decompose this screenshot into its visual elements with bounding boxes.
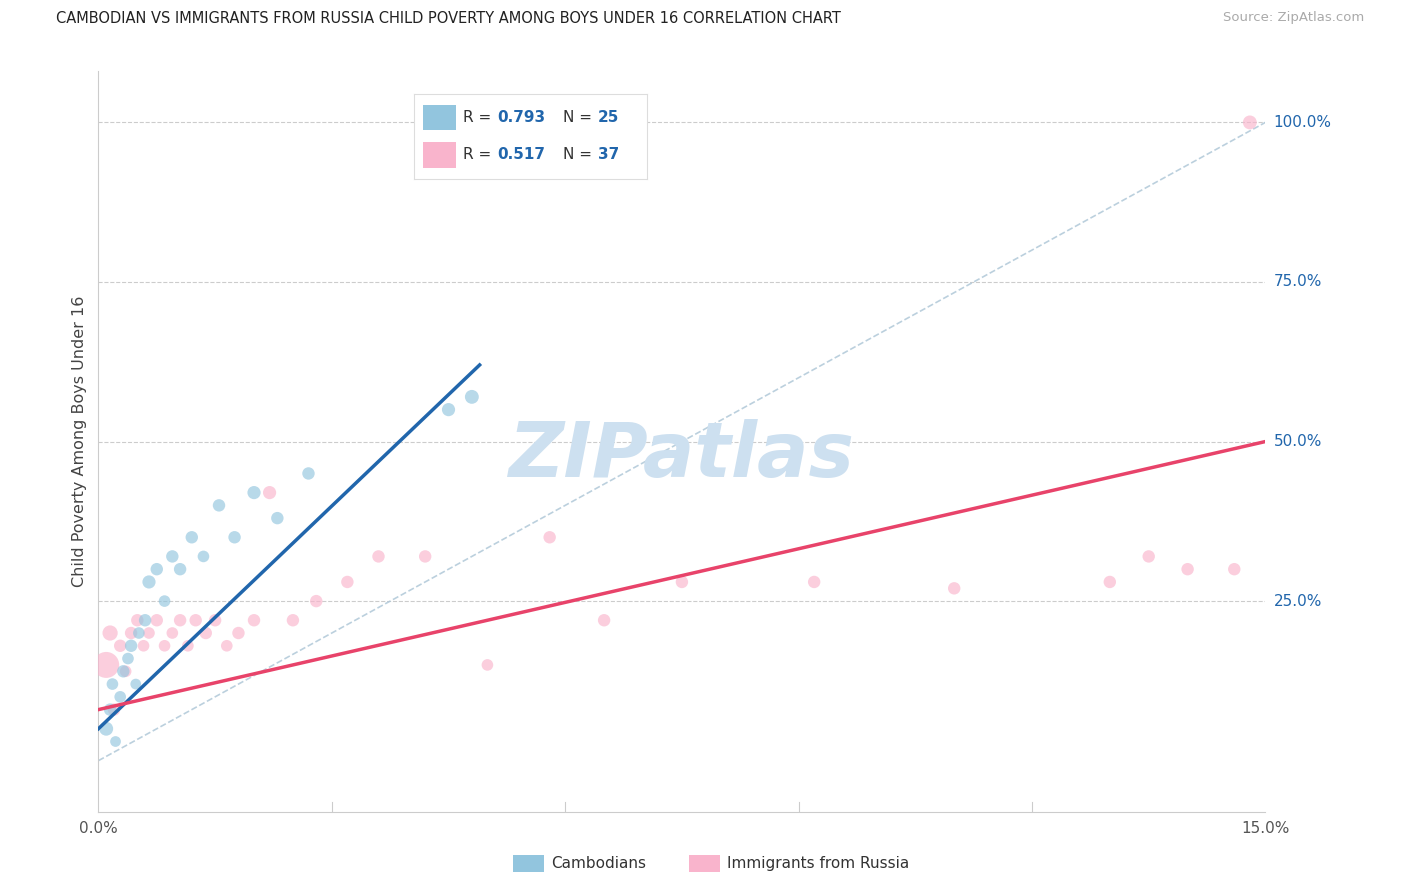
Point xyxy=(146,562,169,576)
Point xyxy=(208,499,231,513)
Point xyxy=(114,665,136,679)
Point xyxy=(1239,115,1261,129)
Point xyxy=(215,639,238,653)
Text: R =: R = xyxy=(463,110,496,125)
Point xyxy=(120,639,142,653)
Point xyxy=(538,530,561,544)
Point xyxy=(243,613,266,627)
Point xyxy=(103,703,125,717)
Point xyxy=(593,613,616,627)
Point xyxy=(671,574,693,589)
Point xyxy=(243,485,266,500)
Point xyxy=(146,613,169,627)
Text: N =: N = xyxy=(562,147,596,162)
Text: ZIPatlas: ZIPatlas xyxy=(509,419,855,493)
Point xyxy=(266,511,288,525)
Point xyxy=(134,613,156,627)
Point xyxy=(120,626,142,640)
Text: 0.517: 0.517 xyxy=(498,147,546,162)
Text: 75.0%: 75.0% xyxy=(1274,275,1322,290)
Point xyxy=(138,574,160,589)
Point xyxy=(1223,562,1246,576)
Point xyxy=(413,549,436,564)
Point xyxy=(1098,574,1121,589)
Text: 0.0%: 0.0% xyxy=(79,822,118,837)
Point xyxy=(96,722,118,736)
Point xyxy=(132,639,155,653)
Text: Immigrants from Russia: Immigrants from Russia xyxy=(727,856,910,871)
Point xyxy=(336,574,359,589)
Point xyxy=(259,485,281,500)
Point xyxy=(1137,549,1160,564)
Text: 15.0%: 15.0% xyxy=(1241,822,1289,837)
Point xyxy=(281,613,304,627)
Point xyxy=(117,651,139,665)
Point xyxy=(461,390,484,404)
Point xyxy=(367,549,389,564)
Text: N =: N = xyxy=(562,110,596,125)
Point xyxy=(125,677,148,691)
Point xyxy=(1177,562,1199,576)
Point xyxy=(98,703,121,717)
Point xyxy=(180,530,202,544)
Text: 100.0%: 100.0% xyxy=(1274,115,1331,130)
Y-axis label: Child Poverty Among Boys Under 16: Child Poverty Among Boys Under 16 xyxy=(72,296,87,587)
Point xyxy=(943,582,966,596)
Point xyxy=(108,639,131,653)
Point xyxy=(101,677,124,691)
Point xyxy=(162,626,184,640)
Point xyxy=(127,613,149,627)
Text: 37: 37 xyxy=(598,147,619,162)
Point xyxy=(162,549,184,564)
Text: CAMBODIAN VS IMMIGRANTS FROM RUSSIA CHILD POVERTY AMONG BOYS UNDER 16 CORRELATIO: CAMBODIAN VS IMMIGRANTS FROM RUSSIA CHIL… xyxy=(56,11,841,26)
Point xyxy=(224,530,246,544)
Point xyxy=(98,626,121,640)
Point xyxy=(108,690,131,704)
Point xyxy=(169,613,191,627)
Point xyxy=(305,594,328,608)
Text: 25.0%: 25.0% xyxy=(1274,593,1322,608)
Point xyxy=(204,613,226,627)
Point xyxy=(128,626,150,640)
Point xyxy=(184,613,207,627)
Point xyxy=(169,562,191,576)
Point xyxy=(297,467,319,481)
Point xyxy=(138,626,160,640)
Point xyxy=(477,657,499,672)
Text: R =: R = xyxy=(463,147,496,162)
Point xyxy=(228,626,250,640)
Text: 0.793: 0.793 xyxy=(498,110,546,125)
Bar xyxy=(423,104,456,130)
Point xyxy=(803,574,825,589)
Point xyxy=(96,657,118,672)
Point xyxy=(437,402,460,417)
Point xyxy=(177,639,200,653)
Text: Cambodians: Cambodians xyxy=(551,856,647,871)
Text: 25: 25 xyxy=(598,110,619,125)
Point xyxy=(104,734,127,748)
Point xyxy=(193,549,215,564)
Point xyxy=(194,626,217,640)
Point xyxy=(112,665,135,679)
Text: Source: ZipAtlas.com: Source: ZipAtlas.com xyxy=(1223,11,1364,24)
Bar xyxy=(423,142,456,168)
Point xyxy=(153,639,176,653)
Text: 50.0%: 50.0% xyxy=(1274,434,1322,449)
Point xyxy=(153,594,176,608)
